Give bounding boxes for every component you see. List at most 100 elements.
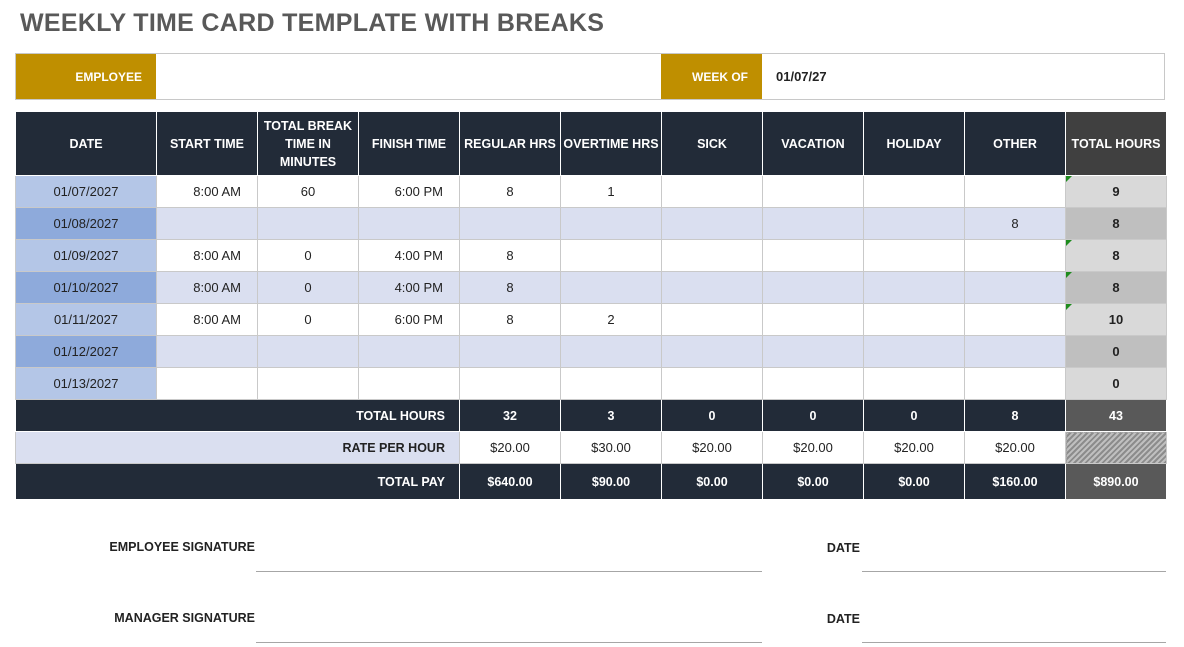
finish-time-cell[interactable]: 4:00 PM: [358, 239, 460, 272]
overtime-cell[interactable]: [560, 335, 662, 368]
total-hours-cell[interactable]: 0: [1065, 335, 1167, 368]
regular-cell[interactable]: 8: [459, 239, 561, 272]
break-cell[interactable]: 60: [257, 175, 359, 208]
overtime-cell[interactable]: 1: [560, 175, 662, 208]
regular-cell[interactable]: 8: [459, 271, 561, 304]
total-hours-cell[interactable]: 0: [1065, 367, 1167, 400]
sick-cell[interactable]: [661, 367, 763, 400]
total-hours-cell[interactable]: 10: [1065, 303, 1167, 336]
other-cell[interactable]: 8: [964, 207, 1066, 240]
finish-time-cell[interactable]: 6:00 PM: [358, 175, 460, 208]
overtime-cell[interactable]: [560, 271, 662, 304]
rate-holiday[interactable]: $20.00: [863, 431, 965, 464]
overtime-cell[interactable]: [560, 239, 662, 272]
sick-cell[interactable]: [661, 239, 763, 272]
finish-time-cell[interactable]: [358, 207, 460, 240]
start-time-cell[interactable]: 8:00 AM: [156, 303, 258, 336]
break-cell[interactable]: [257, 335, 359, 368]
break-cell[interactable]: 0: [257, 271, 359, 304]
vacation-cell[interactable]: [762, 335, 864, 368]
vacation-cell[interactable]: [762, 303, 864, 336]
rate-regular[interactable]: $20.00: [459, 431, 561, 464]
start-time-cell[interactable]: [156, 207, 258, 240]
total-hours-cell[interactable]: 8: [1065, 207, 1167, 240]
manager-date-line[interactable]: [862, 631, 1166, 643]
total-sick: 0: [661, 399, 763, 432]
regular-cell[interactable]: [459, 207, 561, 240]
overtime-cell[interactable]: 2: [560, 303, 662, 336]
employee-date-label: DATE: [826, 541, 860, 555]
pay-regular: $640.00: [459, 463, 561, 500]
vacation-cell[interactable]: [762, 207, 864, 240]
sick-cell[interactable]: [661, 335, 763, 368]
employee-date-line[interactable]: [862, 560, 1166, 572]
other-cell[interactable]: [964, 367, 1066, 400]
total-hours-cell[interactable]: 8: [1065, 239, 1167, 272]
holiday-cell[interactable]: [863, 303, 965, 336]
holiday-cell[interactable]: [863, 239, 965, 272]
break-cell[interactable]: [257, 207, 359, 240]
break-cell[interactable]: [257, 367, 359, 400]
comment-flag-icon: [1066, 304, 1072, 310]
other-cell[interactable]: [964, 239, 1066, 272]
other-cell[interactable]: [964, 335, 1066, 368]
finish-time-cell[interactable]: [358, 367, 460, 400]
date-cell[interactable]: 01/12/2027: [15, 335, 157, 368]
col-break-minutes: TOTAL BREAK TIME IN MINUTES: [257, 111, 359, 176]
rate-other[interactable]: $20.00: [964, 431, 1066, 464]
employee-field[interactable]: [156, 54, 661, 99]
regular-cell[interactable]: [459, 367, 561, 400]
overtime-cell[interactable]: [560, 367, 662, 400]
regular-cell[interactable]: [459, 335, 561, 368]
break-cell[interactable]: 0: [257, 239, 359, 272]
holiday-cell[interactable]: [863, 335, 965, 368]
total-hours-cell[interactable]: 8: [1065, 271, 1167, 304]
vacation-cell[interactable]: [762, 271, 864, 304]
vacation-cell[interactable]: [762, 175, 864, 208]
overtime-cell[interactable]: [560, 207, 662, 240]
sick-cell[interactable]: [661, 207, 763, 240]
date-cell[interactable]: 01/11/2027: [15, 303, 157, 336]
week-of-label: WEEK OF: [661, 54, 762, 99]
total-hours-value: 9: [1112, 184, 1120, 199]
sick-cell[interactable]: [661, 175, 763, 208]
holiday-cell[interactable]: [863, 207, 965, 240]
other-cell[interactable]: [964, 175, 1066, 208]
rate-overtime[interactable]: $30.00: [560, 431, 662, 464]
rate-vacation[interactable]: $20.00: [762, 431, 864, 464]
vacation-cell[interactable]: [762, 367, 864, 400]
week-of-field[interactable]: 01/07/27: [776, 69, 827, 84]
rate-sick[interactable]: $20.00: [661, 431, 763, 464]
holiday-cell[interactable]: [863, 271, 965, 304]
table-row: 01/12/2027 0: [15, 335, 1167, 368]
date-cell[interactable]: 01/07/2027: [15, 175, 157, 208]
other-cell[interactable]: [964, 271, 1066, 304]
date-cell[interactable]: 01/13/2027: [15, 367, 157, 400]
holiday-cell[interactable]: [863, 175, 965, 208]
regular-cell[interactable]: 8: [459, 303, 561, 336]
header-bar: EMPLOYEE WEEK OF 01/07/27: [15, 53, 1165, 100]
finish-time-cell[interactable]: [358, 335, 460, 368]
date-cell[interactable]: 01/09/2027: [15, 239, 157, 272]
start-time-cell[interactable]: 8:00 AM: [156, 239, 258, 272]
other-cell[interactable]: [964, 303, 1066, 336]
employee-signature-line[interactable]: [256, 560, 762, 572]
manager-signature-line[interactable]: [256, 631, 762, 643]
start-time-cell[interactable]: [156, 335, 258, 368]
sick-cell[interactable]: [661, 271, 763, 304]
date-cell[interactable]: 01/10/2027: [15, 271, 157, 304]
finish-time-cell[interactable]: 4:00 PM: [358, 271, 460, 304]
total-hours-row: TOTAL HOURS 32 3 0 0 0 8 43: [15, 399, 1167, 432]
break-cell[interactable]: 0: [257, 303, 359, 336]
holiday-cell[interactable]: [863, 367, 965, 400]
start-time-cell[interactable]: 8:00 AM: [156, 271, 258, 304]
start-time-cell[interactable]: [156, 367, 258, 400]
total-hours-cell[interactable]: 9: [1065, 175, 1167, 208]
vacation-cell[interactable]: [762, 239, 864, 272]
regular-cell[interactable]: 8: [459, 175, 561, 208]
date-cell[interactable]: 01/08/2027: [15, 207, 157, 240]
sick-cell[interactable]: [661, 303, 763, 336]
total-holiday: 0: [863, 399, 965, 432]
start-time-cell[interactable]: 8:00 AM: [156, 175, 258, 208]
finish-time-cell[interactable]: 6:00 PM: [358, 303, 460, 336]
